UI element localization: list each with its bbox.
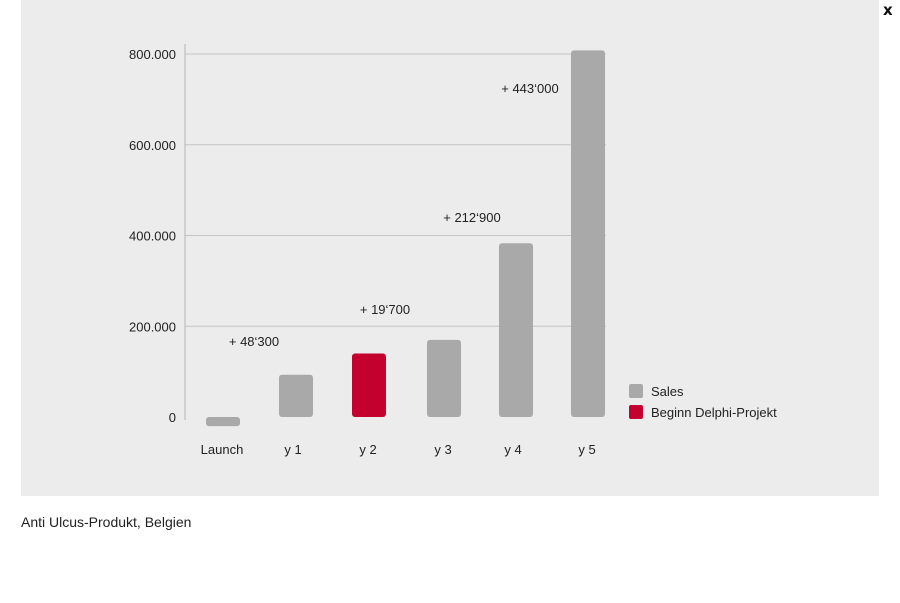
bar-y-1: [279, 374, 313, 417]
chart-caption: Anti Ulcus-Produkt, Belgien: [21, 514, 192, 530]
x-tick-label: y 1: [284, 442, 301, 457]
legend-label: Sales: [651, 384, 684, 399]
y-tick-labels: 0 200.000 400.000 600.000 800.000: [129, 47, 176, 425]
bar-y-3: [427, 339, 461, 417]
x-tick-label: y 4: [504, 442, 521, 457]
chart-panel: 0 200.000 400.000 600.000 800.000 Launch y 1 y…: [21, 0, 879, 496]
bar-launch: [206, 417, 240, 427]
y-tick-label: 0: [169, 410, 176, 425]
y-tick-label: 800.000: [129, 47, 176, 62]
y-tick-label: 600.000: [129, 138, 176, 153]
bar-y-2: [352, 353, 386, 417]
annotation-label: + 19‘700: [360, 302, 410, 317]
legend-swatch: [629, 384, 643, 398]
x-tick-label: y 5: [578, 442, 595, 457]
x-tick-label: Launch: [201, 442, 244, 457]
legend-label: Beginn Delphi-Projekt: [651, 405, 777, 420]
x-tick-label: y 2: [359, 442, 376, 457]
grid-lines: [185, 53, 606, 327]
annotations: + 48‘300 + 19‘700 + 212‘900 + 443‘000: [229, 81, 559, 349]
x-tick-labels: Launch y 1 y 2 y 3 y 4 y 5: [201, 442, 596, 457]
annotation-label: + 212‘900: [443, 210, 500, 225]
legend-swatch: [629, 405, 643, 419]
close-button[interactable]: x: [883, 1, 893, 19]
y-tick-label: 200.000: [129, 319, 176, 334]
annotation-label: + 443‘000: [501, 81, 558, 96]
y-tick-label: 400.000: [129, 229, 176, 244]
bar-y-4: [499, 243, 533, 417]
legend: Sales Beginn Delphi-Projekt: [629, 384, 777, 420]
x-tick-label: y 3: [434, 442, 451, 457]
bar-chart: 0 200.000 400.000 600.000 800.000 Launch y 1 y…: [129, 44, 777, 457]
bars: [206, 50, 605, 427]
annotation-label: + 48‘300: [229, 334, 279, 349]
bar-y-5: [571, 50, 605, 418]
